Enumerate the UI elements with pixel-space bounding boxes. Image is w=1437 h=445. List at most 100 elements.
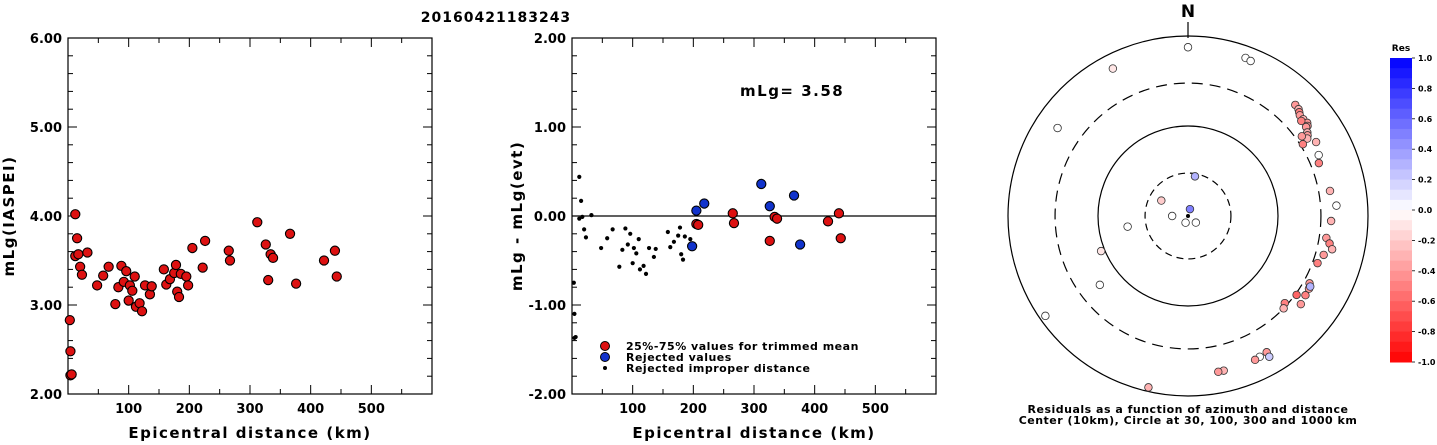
trimmed-point — [771, 213, 783, 224]
rejected-point — [756, 178, 767, 190]
colorbar-swatch — [1390, 98, 1412, 110]
colorbar-swatch — [1390, 189, 1412, 201]
colorbar-swatch — [1390, 331, 1412, 343]
left-x-tick-label: 300 — [236, 402, 263, 417]
polar-data-point — [1314, 150, 1323, 160]
figure-title: 20160421183243 — [421, 10, 571, 26]
polar-center-point — [1186, 214, 1190, 218]
colorbar-swatch — [1390, 230, 1412, 241]
left-data-point — [199, 235, 211, 247]
polar-data-point — [1157, 196, 1166, 205]
colorbar-label: 0.6 — [1418, 115, 1433, 124]
improper-distance-point — [625, 242, 630, 247]
middle-y-axis-label: mLg - mLg(evt) — [508, 141, 526, 291]
polar-data-point — [1306, 282, 1315, 291]
polar-data-point — [1185, 204, 1195, 214]
polar-data-point — [1265, 352, 1274, 361]
left-x-axis-label: Epicentral distance (km) — [128, 424, 371, 441]
colorbar-swatch — [1390, 128, 1412, 140]
north-label: N — [1181, 2, 1195, 22]
improper-distance-point — [599, 245, 604, 251]
polar-data-point — [1298, 140, 1308, 149]
improper-distance-point — [634, 251, 639, 256]
left-data-point — [329, 245, 341, 256]
middle-x-tick-label: 500 — [862, 402, 889, 417]
colorbar-title: Res — [1392, 44, 1410, 54]
left-data-point — [70, 209, 81, 220]
improper-distance-point — [651, 254, 657, 260]
polar-data-point — [1327, 245, 1337, 254]
left-data-point — [260, 239, 271, 250]
colorbar-swatch — [1390, 220, 1412, 231]
left-y-tick-label: 2.00 — [30, 388, 62, 403]
polar-data-point — [1183, 43, 1193, 52]
polar-data-point — [1326, 216, 1336, 226]
left-data-point — [82, 247, 93, 258]
left-data-point — [290, 278, 302, 289]
colorbar-swatch — [1390, 270, 1412, 282]
colorbar-swatch — [1390, 108, 1412, 120]
middle-x-axis-label: Epicentral distance (km) — [632, 424, 875, 441]
ring-300km — [1054, 82, 1322, 350]
improper-distance-point — [573, 334, 578, 340]
left-data-point — [224, 255, 236, 266]
polar-data-points — [1041, 43, 1341, 392]
rejected-point — [764, 201, 775, 212]
colorbar-label: 0.8 — [1418, 84, 1433, 93]
left-axis-ticks: 100 200 300 400 500 2.00 3.00 4.00 5.00 6.00 — [30, 32, 432, 417]
left-data-point — [318, 255, 330, 266]
left-data-point — [331, 271, 342, 282]
colorbar-scale: 1.0 0.8 0.6 0.4 0.2 0.0 -0.2 -0.4 -0.6 -0.8 -1.0 — [1390, 54, 1436, 367]
improper-distance-point — [637, 267, 643, 272]
polar-data-point — [1301, 291, 1310, 300]
colorbar-swatch — [1390, 159, 1412, 170]
middle-panel: 100 200 300 400 500 -2.00 -1.00 0.00 1.00 2.00 mL… — [508, 32, 937, 442]
left-x-tick-label: 100 — [115, 402, 142, 417]
improper-distance-point — [641, 263, 646, 268]
improper-distance-point — [682, 234, 687, 239]
left-data-point — [170, 259, 182, 271]
left-data-point — [110, 298, 121, 310]
colorbar-label: -0.8 — [1418, 328, 1436, 337]
left-x-tick-label: 400 — [297, 402, 324, 417]
legend-label-improper: Rejected improper distance — [626, 362, 810, 375]
polar-data-point — [1297, 132, 1307, 141]
polar-data-point — [1297, 116, 1306, 126]
middle-y-tick-label: 1.00 — [534, 121, 566, 136]
polar-data-point — [1096, 246, 1106, 256]
polar-data-point — [1292, 290, 1301, 300]
improper-distance-point — [676, 233, 681, 238]
colorbar-swatch — [1390, 210, 1412, 221]
colorbar-swatch — [1390, 169, 1412, 181]
colorbar-swatch — [1390, 78, 1412, 89]
polar-data-point — [1041, 311, 1050, 321]
rejected-point — [788, 190, 800, 201]
colorbar-swatch — [1390, 68, 1412, 79]
colorbar-swatch — [1390, 250, 1412, 262]
polar-data-point — [1214, 367, 1223, 376]
left-data-point — [123, 295, 134, 306]
improper-distance-point — [605, 236, 610, 241]
middle-y-tick-label: 0.00 — [534, 210, 566, 225]
colorbar-swatch — [1390, 118, 1412, 130]
colorbar-swatch — [1390, 88, 1412, 100]
left-data-point — [158, 264, 170, 275]
improper-distance-point — [671, 239, 677, 244]
left-y-tick-label: 6.00 — [30, 32, 62, 47]
polar-data-point — [1311, 137, 1321, 147]
polar-caption-line1: Residuals as a function of azimuth and d… — [1028, 403, 1349, 416]
trimmed-point — [822, 216, 834, 227]
left-data-point — [127, 285, 138, 296]
left-data-point — [64, 314, 75, 326]
colorbar-swatch — [1390, 280, 1412, 292]
left-data-points — [64, 209, 342, 381]
improper-distance-point — [577, 216, 582, 221]
left-y-tick-label: 3.00 — [30, 299, 62, 314]
colorbar-label: 0.2 — [1418, 176, 1432, 185]
left-data-point — [66, 369, 77, 380]
polar-data-point — [1314, 158, 1324, 168]
left-plot-frame — [67, 37, 433, 395]
trimmed-point — [833, 208, 845, 219]
